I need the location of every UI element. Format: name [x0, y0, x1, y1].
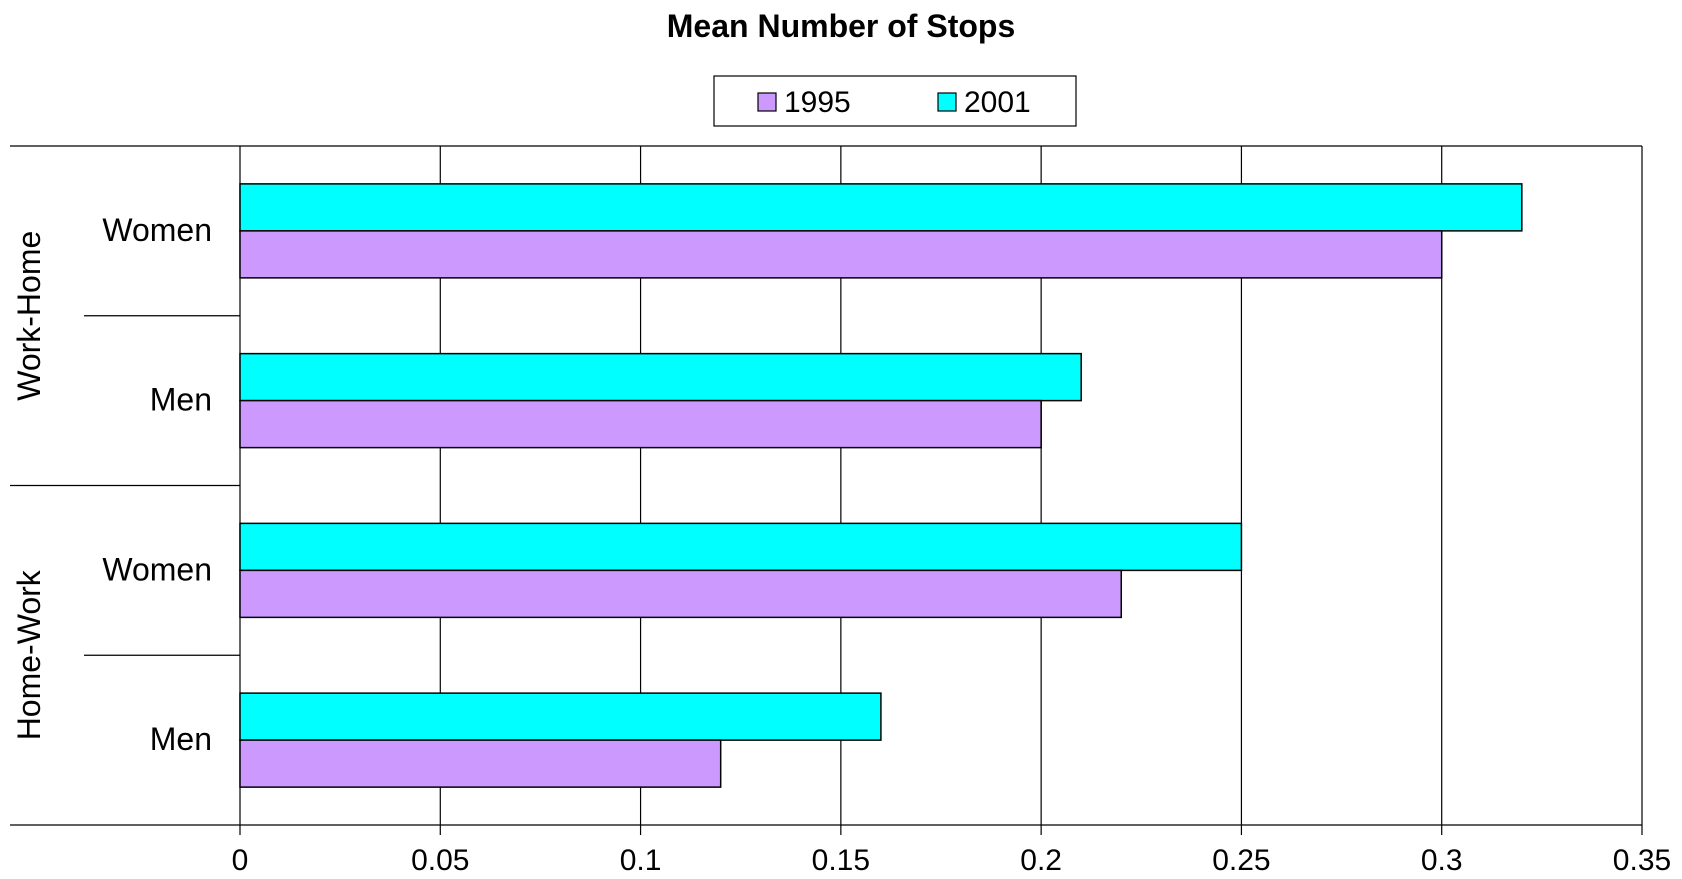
x-tick-label: 0.05	[411, 844, 469, 877]
category-label: Men	[150, 721, 212, 757]
bar-2001	[239, 522, 1243, 572]
x-tick-label: 0.35	[1613, 844, 1671, 877]
legend-swatch	[937, 92, 957, 112]
bar-2001	[239, 183, 1523, 232]
bar-1995	[239, 399, 1042, 449]
bar-2001	[239, 352, 1082, 402]
x-tick-label: 0.15	[812, 844, 870, 877]
group-label: Home-Work	[11, 569, 47, 740]
x-tick-label: 0	[232, 844, 249, 877]
x-tick-label: 0.25	[1212, 844, 1270, 877]
category-label: Men	[150, 382, 212, 418]
chart-title: Mean Number of Stops	[666, 8, 1016, 44]
legend-swatch	[757, 92, 777, 112]
bar-1995	[239, 739, 722, 788]
legend-label: 1995	[784, 86, 851, 119]
x-tick-label: 0.1	[620, 844, 662, 877]
category-label: Women	[102, 551, 212, 587]
x-tick-label: 0.2	[1020, 844, 1062, 877]
bar-1995	[239, 569, 1123, 619]
group-label: Work-Home	[11, 231, 47, 401]
bar-1995	[239, 230, 1443, 279]
bar-2001	[239, 692, 882, 741]
legend-label: 2001	[964, 86, 1031, 119]
category-label: Women	[102, 212, 212, 248]
x-tick-label: 0.3	[1421, 844, 1463, 877]
